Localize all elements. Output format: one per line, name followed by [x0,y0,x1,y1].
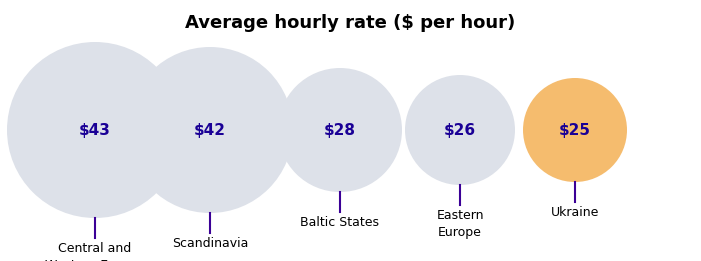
Text: $28: $28 [324,122,356,138]
Circle shape [278,68,402,192]
Circle shape [127,47,293,213]
Circle shape [523,78,627,182]
Text: Ukraine: Ukraine [551,206,599,219]
Text: $26: $26 [444,122,476,138]
Text: Central and
Western Europe: Central and Western Europe [46,242,144,261]
Text: Scandinavia: Scandinavia [172,237,248,250]
Text: Baltic States: Baltic States [301,216,379,229]
Text: $43: $43 [79,122,111,138]
Text: Eastern
Europe: Eastern Europe [436,209,484,239]
Text: Average hourly rate ($ per hour): Average hourly rate ($ per hour) [185,14,516,32]
Circle shape [405,75,515,185]
Text: $25: $25 [559,122,591,138]
Text: $42: $42 [194,122,226,138]
Circle shape [7,42,183,218]
